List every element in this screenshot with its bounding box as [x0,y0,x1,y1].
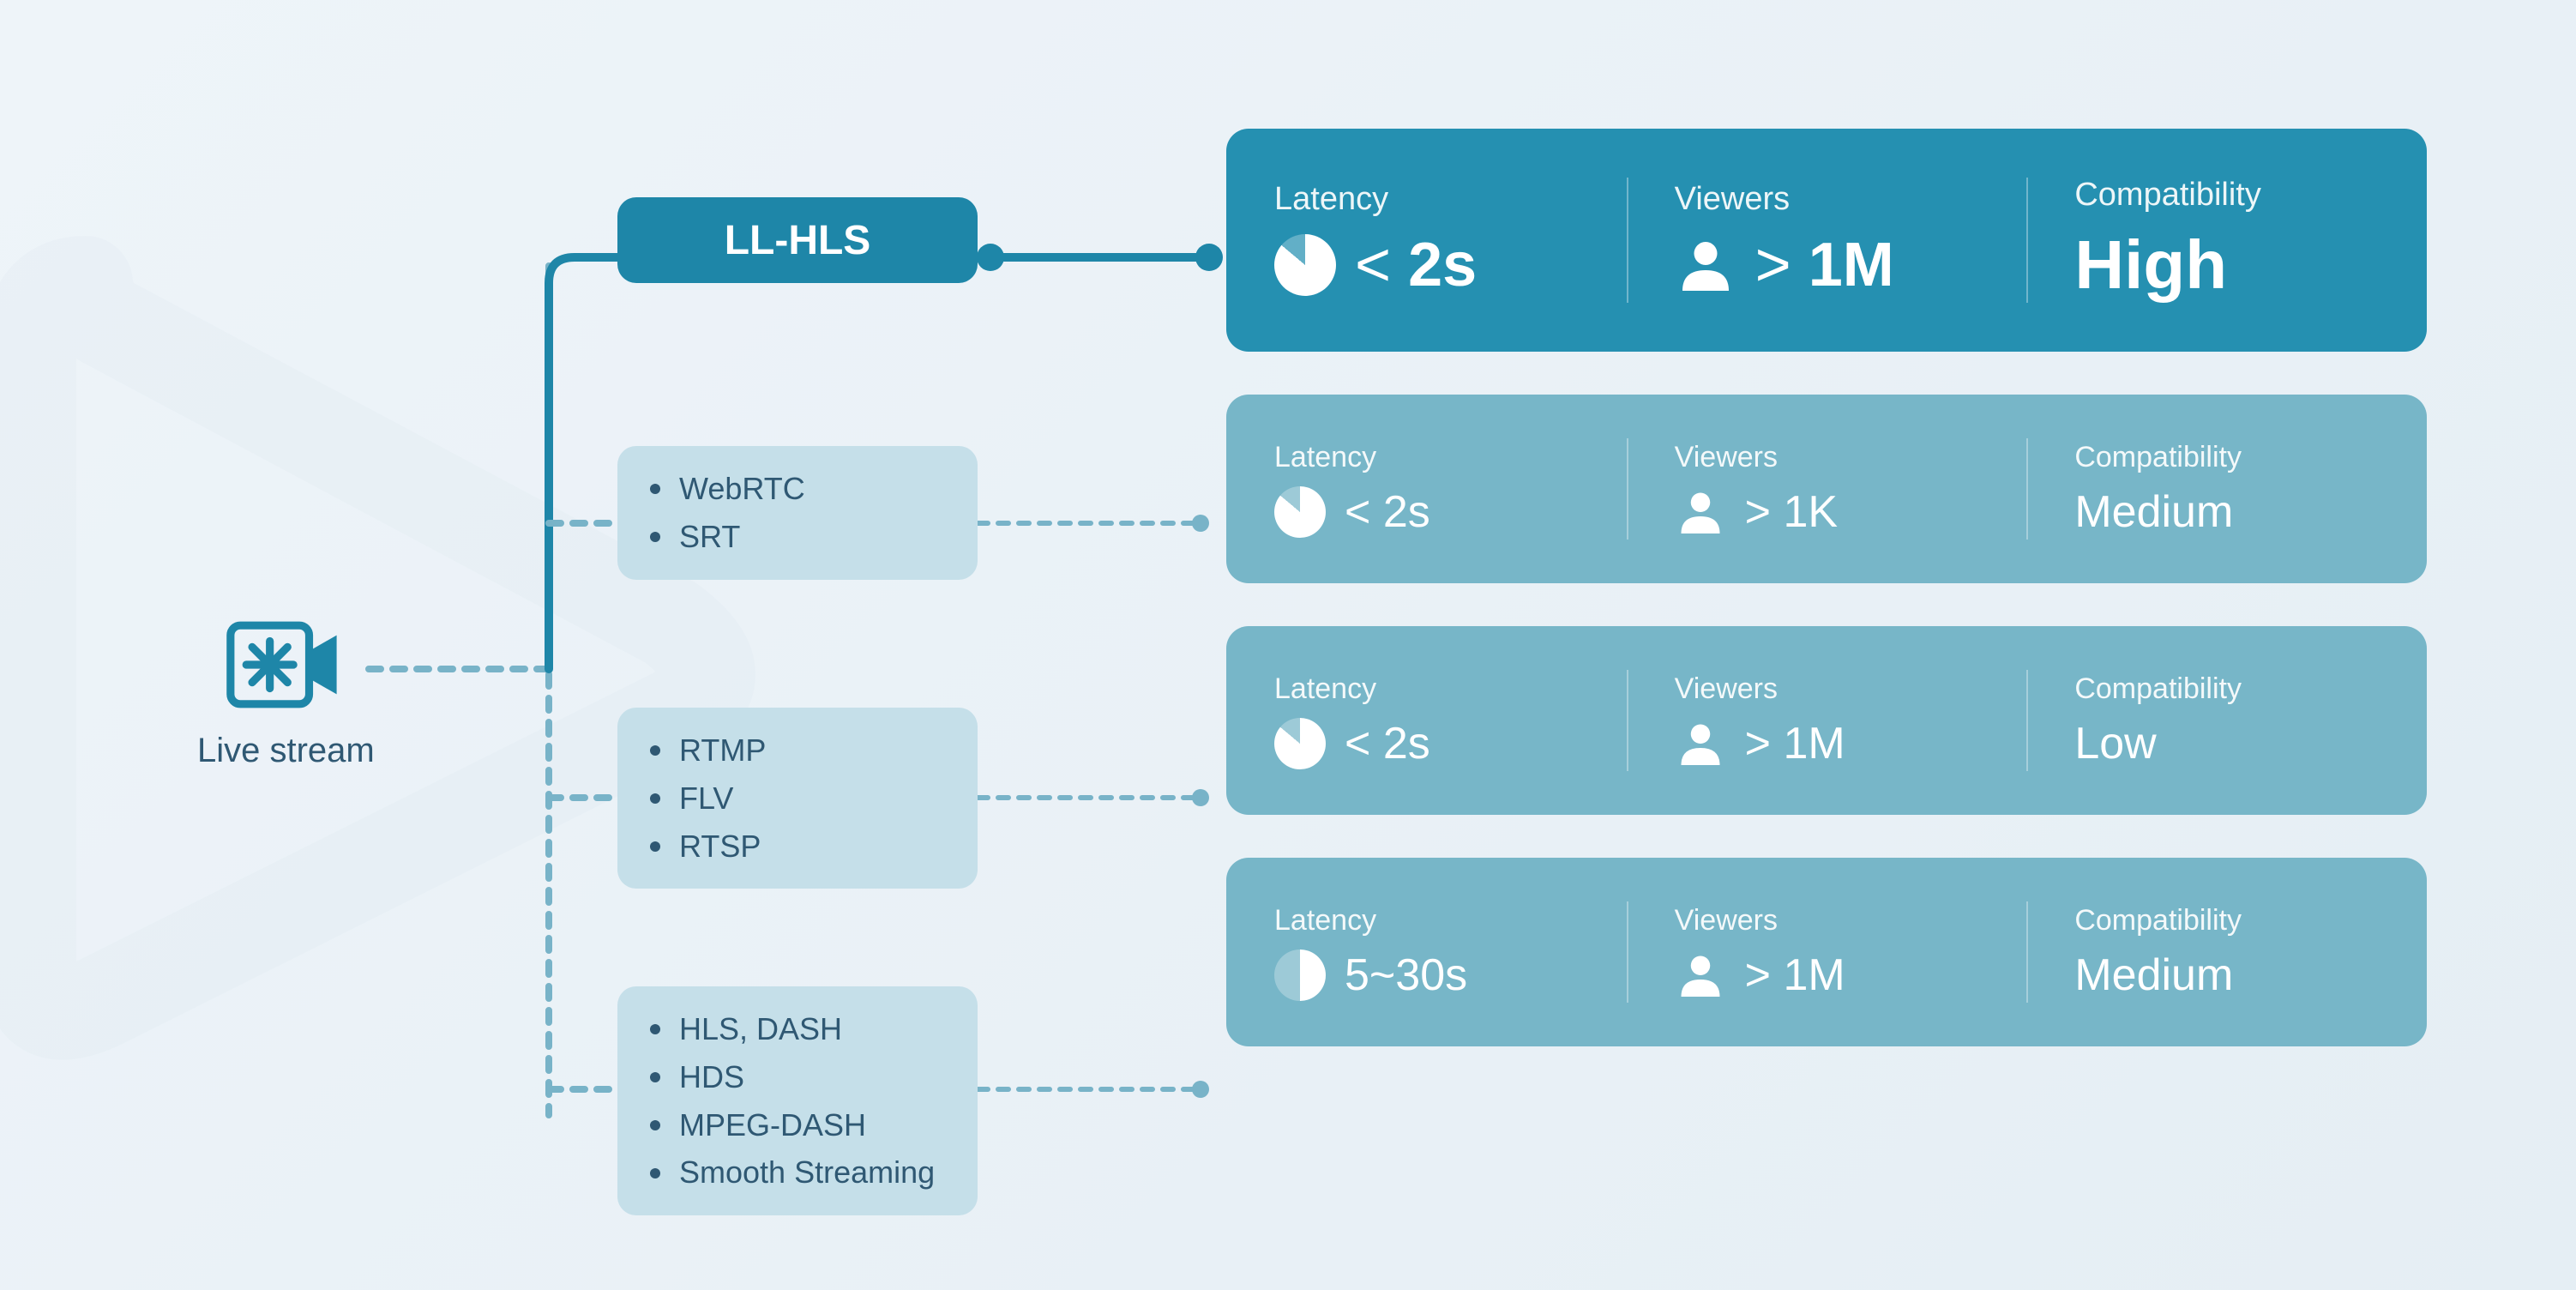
protocol-group-0: WebRTCSRT [617,446,978,580]
compat-label: Compatibility [2074,904,2379,937]
protocol-item: Smooth Streaming [650,1148,945,1197]
latency-label: Latency [1274,441,1579,474]
stats-card-2: Latency 5~30s Viewers > 1M Compatibility Medi… [1226,858,2427,1046]
person-icon [1675,486,1726,538]
protocol-item: RTSP [650,823,945,871]
protocol-item: SRT [650,513,945,561]
latency-cell: Latency < 2s [1226,153,1627,328]
stats-card-0: Latency < 2s Viewers > 1K Compatibility Mediu… [1226,395,2427,583]
viewers-cell: Viewers > 1M [1627,153,2027,328]
protocol-group-2: HLS, DASHHDSMPEG-DASHSmooth Streaming [617,986,978,1215]
latency-cell: Latency < 2s [1226,419,1627,559]
compat-label: Compatibility [2074,672,2379,706]
protocol-item: MPEG-DASH [650,1101,945,1149]
protocol-item: WebRTC [650,465,945,513]
protocol-list: RTMPFLVRTSP [650,726,945,870]
latency-pie-icon [1274,234,1336,296]
latency-value: < 2s [1345,718,1430,769]
protocol-featured-name: LL-HLS [617,217,978,264]
stats-card-featured: Latency < 2s Viewers > 1M [1226,129,2427,352]
person-icon [1675,949,1726,1001]
protocol-list: HLS, DASHHDSMPEG-DASHSmooth Streaming [650,1005,945,1197]
protocol-list: WebRTCSRT [650,465,945,561]
latency-value: < 2s [1345,486,1430,538]
latency-cell: Latency 5~30s [1226,882,1627,1022]
viewers-label: Viewers [1675,904,1979,937]
latency-cell: Latency < 2s [1226,650,1627,791]
viewers-value: > 1M [1745,949,1845,1001]
compat-cell: Compatibility Medium [2026,419,2427,559]
compat-value: Medium [2074,949,2379,1001]
viewers-label: Viewers [1675,181,1979,218]
viewers-value: > 1K [1745,486,1838,538]
latency-value: 5~30s [1345,949,1467,1001]
camera-icon [226,618,346,712]
viewers-value: > 1M [1755,230,1894,300]
source-label: Live stream [197,732,375,770]
viewers-cell: Viewers > 1M [1627,650,2027,791]
compat-value: Low [2074,718,2379,769]
viewers-cell: Viewers > 1M [1627,882,2027,1022]
viewers-label: Viewers [1675,441,1979,474]
viewers-value: > 1M [1745,718,1845,769]
person-icon [1675,718,1726,769]
stats-column: Latency < 2s Viewers > 1M [1226,129,2427,1089]
latency-label: Latency [1274,181,1579,218]
source-block: Live stream [197,618,375,770]
compat-cell: Compatibility High [2026,153,2427,328]
compat-cell: Compatibility Low [2026,650,2427,791]
person-icon [1675,234,1736,296]
latency-value: < 2s [1355,230,1477,300]
compat-value: High [2074,226,2379,304]
compat-label: Compatibility [2074,177,2379,214]
compat-cell: Compatibility Medium [2026,882,2427,1022]
protocol-group-1: RTMPFLVRTSP [617,708,978,889]
latency-label: Latency [1274,904,1579,937]
latency-label: Latency [1274,672,1579,706]
protocol-featured: LL-HLS [617,197,978,283]
protocol-item: HLS, DASH [650,1005,945,1053]
latency-pie-icon [1274,949,1326,1001]
stats-card-1: Latency < 2s Viewers > 1M Compatibility Low [1226,626,2427,815]
diagram-canvas: Live stream LL-HLS WebRTCSRT RTMPFLVRTSP… [0,0,2576,1290]
viewers-label: Viewers [1675,672,1979,706]
protocol-item: FLV [650,775,945,823]
latency-pie-icon [1274,486,1326,538]
latency-pie-icon [1274,718,1326,769]
compat-label: Compatibility [2074,441,2379,474]
protocol-item: HDS [650,1053,945,1101]
viewers-cell: Viewers > 1K [1627,419,2027,559]
compat-value: Medium [2074,486,2379,538]
protocol-item: RTMP [650,726,945,775]
